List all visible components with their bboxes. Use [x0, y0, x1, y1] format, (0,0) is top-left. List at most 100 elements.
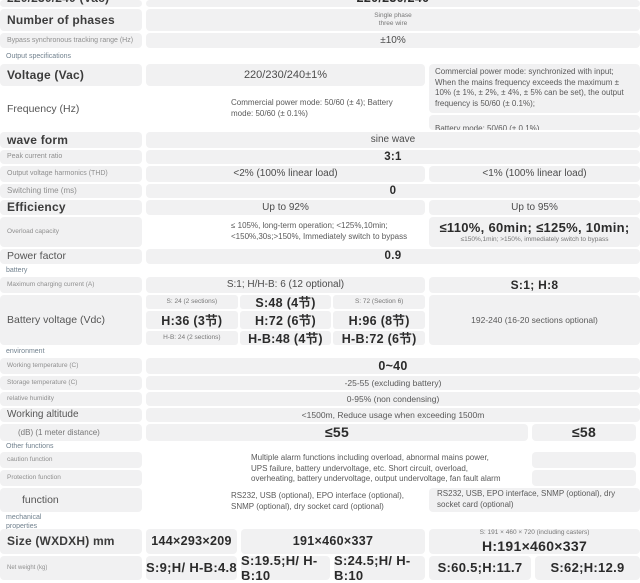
spec-label: Bypass synchronous tracking range (Hz) — [0, 33, 142, 48]
thd-label: Output voltage harmonics (THD) — [7, 170, 108, 178]
spec-label: relative humidity — [0, 391, 142, 406]
bv-cell: S: 24 (2 sections) — [146, 294, 238, 309]
weight-value-5: S:62;H:12.9 — [550, 560, 625, 576]
spec-value: ±10% — [146, 33, 640, 48]
bv-hb48: H-B:48 (4节) — [248, 332, 323, 347]
row-peak-current-ratio: Peak current ratio 3:1 — [0, 149, 640, 164]
spec-label: Number of phases — [0, 9, 142, 31]
spec-label: Peak current ratio — [0, 149, 142, 164]
overload-mid-value: ≤ 105%, long-term operation; <125%,10min… — [231, 220, 408, 241]
spec-label: Maximum charging current (A) — [0, 276, 142, 293]
spec-value: S:1; H:8 — [429, 276, 640, 293]
spec-value: ≤58 — [532, 423, 636, 441]
voltage-label: Voltage (Vac) — [7, 67, 85, 82]
spec-value: Commercial power mode: 50/60 (± 4); Batt… — [146, 87, 425, 130]
row-top-partial: 220/230/240 (Vac) 220/230/240 — [0, 0, 640, 7]
storage-temp-label: Storage temperature (C) — [7, 379, 78, 387]
bv-h96: H:96 (8节) — [348, 314, 410, 329]
spec-label: Frequency (Hz) — [0, 87, 142, 130]
waveform-value: sine wave — [370, 134, 416, 146]
spec-value: <1500m, Reduce usage when exceeding 1500… — [146, 407, 640, 422]
spec-label: Power factor — [0, 248, 142, 264]
alarm-functions-cell: Multiple alarm functions including overl… — [146, 451, 528, 486]
spec-label: Storage temperature (C) — [0, 375, 142, 390]
efficiency-right-value: Up to 95% — [511, 201, 558, 213]
row-working-temperature: Working temperature (C) 0~40 — [0, 357, 640, 374]
voltage-value: 220/230/240±1% — [243, 68, 328, 81]
spec-label: Overload capacity — [0, 216, 142, 247]
switching-label: Switching time (ms) — [7, 186, 77, 196]
frequency-label: Frequency (Hz) — [7, 102, 80, 115]
row-wave-form: wave form sine wave — [0, 131, 640, 148]
spec-value: Single phase three wire — [146, 9, 640, 31]
spec-value: Up to 92% — [146, 199, 425, 215]
bv-s24: S: 24 (2 sections) — [166, 297, 218, 305]
spec-value: RS232, USB, EPO interface, SNMP (optiona… — [429, 487, 640, 512]
spec-value: S: 191 × 460 × 720 (including casters) H… — [429, 528, 640, 554]
block-voltage-frequency: Voltage (Vac) 220/230/240±1% Frequency (… — [0, 63, 640, 130]
spec-value: 0.9 — [146, 248, 640, 264]
charging-mid-value: S:1; H/H-B: 6 (12 optional) — [226, 279, 345, 291]
spec-label: Protection function — [0, 469, 142, 486]
spec-value: S:24.5;H/ H-B:10 — [334, 555, 425, 580]
top-partial-label: 220/230/240 (Vac) — [7, 0, 109, 5]
size-col23-value: 191×460×337 — [292, 534, 374, 549]
row-efficiency: Efficiency Up to 92% Up to 95% — [0, 199, 640, 215]
spec-value: 3:1 — [146, 149, 640, 164]
bv-cell: H-B: 24 (2 sections) — [146, 330, 238, 345]
noise-right-value: ≤58 — [571, 424, 597, 441]
altitude-value: <1500m, Reduce usage when exceeding 1500… — [301, 409, 485, 420]
row-storage-temperature: Storage temperature (C) -25-55 (excludin… — [0, 375, 640, 390]
frequency-mid-value: Commercial power mode: 50/60 (± 4); Batt… — [231, 97, 393, 118]
spec-value: 191×460×337 — [241, 528, 425, 554]
bv-cell: H:72 (6节) — [239, 310, 332, 329]
charging-label: Maximum charging current (A) — [7, 281, 95, 289]
bv-cell: H:36 (3节) — [146, 310, 238, 329]
size-label: Size (WXDXH) mm — [7, 534, 115, 549]
battery-voltage-grid: S: 24 (2 sections) S:48 (4节) S: 72 (Sect… — [146, 294, 425, 347]
size-right-main: H:191×460×337 — [481, 537, 588, 554]
power-factor-value: 0.9 — [384, 250, 402, 263]
protection-label: Protection function — [7, 474, 61, 482]
switching-value: 0 — [389, 184, 397, 197]
bypass-label: Bypass synchronous tracking range (Hz) — [7, 37, 134, 44]
frequency-right-battery: Battery mode: 50/60 (± 0.1%) — [435, 123, 540, 130]
row-power-factor: Power factor 0.9 — [0, 248, 640, 264]
spec-value: Up to 95% — [429, 199, 640, 215]
spec-value: ≤110%, 60min; ≤125%, 10min; ≤150%,1min; … — [429, 216, 640, 247]
spec-value: 0 — [146, 183, 640, 198]
bv-h72: H:72 (6节) — [254, 314, 317, 329]
power-factor-label: Power factor — [7, 250, 66, 263]
weight-value-1: S:9;H/ H-B:4.8 — [146, 560, 237, 576]
phases-label: Number of phases — [7, 13, 115, 27]
spec-value: S:62;H:12.9 — [535, 555, 640, 580]
bv-hb24: H-B: 24 (2 sections) — [163, 333, 221, 341]
weight-value-4: S:60.5;H:11.7 — [437, 560, 523, 576]
battery-voltage-label: Battery voltage (Vdc) — [7, 313, 106, 326]
bv-hb72: H-B:72 (6节) — [341, 332, 417, 347]
bv-cell: H-B:48 (4节) — [239, 330, 332, 347]
bv-h36: H:36 (3节) — [161, 314, 223, 329]
spec-value: 144×293×209 — [146, 528, 237, 554]
bv-cell: H:96 (8节) — [333, 310, 425, 329]
row-communication-function: function RS232, USB (optional), EPO inte… — [0, 487, 640, 512]
row-battery-voltage: Battery voltage (Vdc) S: 24 (2 sections)… — [0, 294, 640, 347]
peak-value: 3:1 — [384, 150, 402, 163]
bv-cell: S:48 (4节) — [239, 294, 332, 310]
battery-voltage-right: 192-240 (16-20 sections optional) — [471, 314, 598, 325]
spec-value: -25-55 (excluding battery) — [146, 375, 640, 390]
comm-right-value: RS232, USB, EPO interface, SNMP (optiona… — [437, 488, 616, 509]
overload-label: Overload capacity — [7, 228, 60, 236]
humidity-value: 0-95% (non condensing) — [346, 393, 440, 404]
comm-mid-value: RS232, USB (optional), EPO interface (op… — [231, 490, 404, 511]
top-partial-value: 220/230/240 — [357, 0, 430, 5]
row-bypass-tracking: Bypass synchronous tracking range (Hz) ±… — [0, 33, 640, 48]
row-size: Size (WXDXH) mm 144×293×209 191×460×337 … — [0, 528, 640, 554]
row-relative-humidity: relative humidity 0-95% (non condensing) — [0, 391, 640, 406]
section-header-other-functions: Other functions — [6, 442, 54, 450]
frequency-right-main-pill: Commercial power mode: synchronized with… — [429, 63, 640, 113]
spec-label: Battery voltage (Vdc) — [0, 294, 142, 345]
spec-value: S:19.5;H/ H-B:10 — [241, 555, 330, 580]
spec-value: <1% (100% linear load) — [429, 165, 640, 182]
spec-label: 220/230/240 (Vac) — [0, 0, 142, 7]
